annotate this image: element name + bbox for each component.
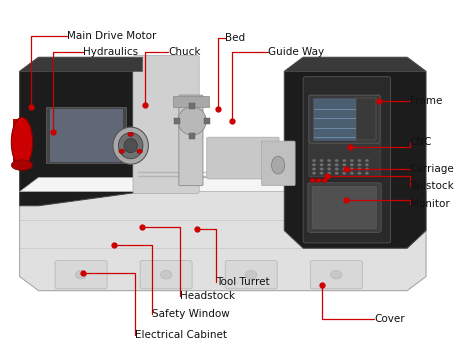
Polygon shape — [50, 109, 123, 162]
Ellipse shape — [272, 156, 285, 174]
FancyBboxPatch shape — [309, 143, 380, 177]
Polygon shape — [284, 57, 426, 248]
Circle shape — [335, 168, 338, 170]
Circle shape — [357, 163, 361, 166]
Circle shape — [137, 149, 143, 153]
Circle shape — [330, 271, 342, 279]
Circle shape — [327, 168, 331, 170]
Circle shape — [316, 178, 321, 182]
FancyBboxPatch shape — [207, 137, 279, 179]
FancyBboxPatch shape — [308, 183, 381, 232]
Circle shape — [350, 163, 354, 166]
Polygon shape — [19, 57, 143, 71]
Text: Guide Way: Guide Way — [268, 47, 324, 57]
Polygon shape — [284, 57, 426, 71]
FancyBboxPatch shape — [312, 186, 376, 229]
Text: Safety Window: Safety Window — [152, 308, 230, 319]
Circle shape — [350, 168, 354, 170]
FancyBboxPatch shape — [225, 261, 277, 289]
Circle shape — [365, 172, 369, 175]
Circle shape — [246, 271, 257, 279]
Ellipse shape — [11, 160, 33, 170]
Polygon shape — [19, 178, 426, 291]
Text: CNC: CNC — [410, 137, 432, 147]
Circle shape — [319, 172, 323, 175]
Ellipse shape — [113, 127, 148, 164]
Text: Hydraulics: Hydraulics — [83, 47, 138, 57]
Circle shape — [342, 163, 346, 166]
FancyBboxPatch shape — [310, 261, 362, 289]
FancyBboxPatch shape — [356, 98, 376, 140]
Text: Tailstock: Tailstock — [410, 181, 454, 191]
Circle shape — [119, 149, 125, 153]
Circle shape — [357, 172, 361, 175]
FancyBboxPatch shape — [313, 98, 356, 140]
Text: Headstock: Headstock — [180, 291, 235, 301]
Text: Bed: Bed — [225, 33, 246, 43]
Circle shape — [350, 159, 354, 162]
Circle shape — [335, 172, 338, 175]
FancyBboxPatch shape — [303, 77, 391, 243]
Circle shape — [319, 168, 323, 170]
Circle shape — [312, 159, 316, 162]
Bar — [189, 103, 195, 109]
Polygon shape — [19, 178, 426, 192]
Circle shape — [322, 178, 328, 182]
FancyBboxPatch shape — [140, 261, 192, 289]
Circle shape — [327, 163, 331, 166]
Circle shape — [327, 159, 331, 162]
Ellipse shape — [118, 132, 143, 159]
Text: Chuck: Chuck — [168, 47, 201, 57]
FancyBboxPatch shape — [133, 55, 199, 193]
Circle shape — [335, 159, 338, 162]
FancyBboxPatch shape — [262, 141, 295, 186]
Polygon shape — [19, 57, 143, 206]
Circle shape — [365, 159, 369, 162]
Ellipse shape — [178, 107, 206, 135]
Text: Carriage: Carriage — [410, 164, 454, 174]
FancyBboxPatch shape — [55, 261, 107, 289]
Bar — [204, 118, 210, 124]
Circle shape — [319, 163, 323, 166]
Circle shape — [128, 132, 134, 136]
Text: Main Drive Motor: Main Drive Motor — [67, 31, 156, 41]
Circle shape — [312, 168, 316, 170]
Circle shape — [350, 172, 354, 175]
Circle shape — [342, 168, 346, 170]
Circle shape — [342, 172, 346, 175]
Circle shape — [365, 168, 369, 170]
Circle shape — [160, 271, 172, 279]
Ellipse shape — [11, 118, 33, 167]
Text: Frame: Frame — [410, 97, 442, 106]
Bar — [12, 119, 24, 165]
Text: Cover: Cover — [374, 314, 405, 324]
Circle shape — [365, 163, 369, 166]
Polygon shape — [173, 96, 209, 107]
Bar — [189, 133, 195, 138]
FancyBboxPatch shape — [309, 95, 380, 143]
FancyBboxPatch shape — [179, 95, 203, 186]
Text: Tool Turret: Tool Turret — [216, 277, 269, 287]
Polygon shape — [46, 107, 126, 163]
Bar — [174, 118, 180, 124]
Circle shape — [312, 172, 316, 175]
Circle shape — [327, 172, 331, 175]
Text: Monitor: Monitor — [410, 199, 449, 209]
Circle shape — [357, 168, 361, 170]
Circle shape — [335, 163, 338, 166]
Ellipse shape — [124, 138, 137, 153]
Circle shape — [310, 178, 316, 182]
Circle shape — [75, 271, 87, 279]
Text: Electrical Cabinet: Electrical Cabinet — [136, 330, 228, 340]
Circle shape — [319, 159, 323, 162]
Circle shape — [342, 159, 346, 162]
Circle shape — [357, 159, 361, 162]
Circle shape — [312, 163, 316, 166]
